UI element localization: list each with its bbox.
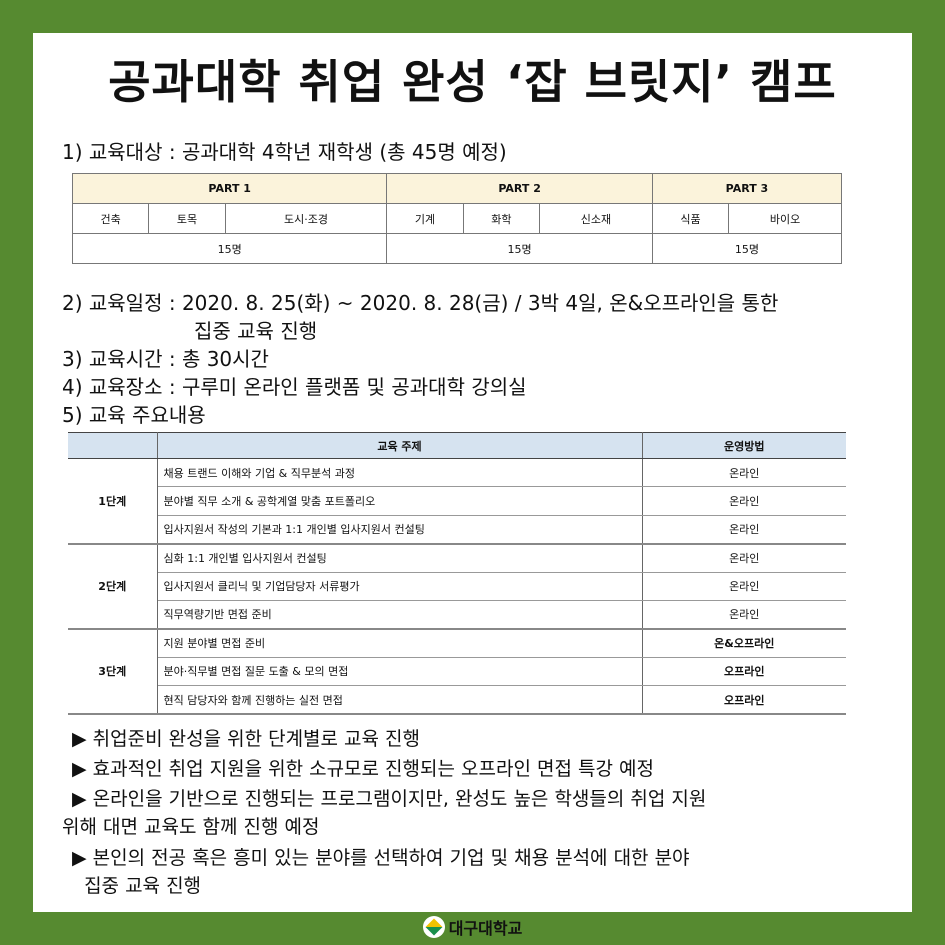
part-header: PART 3 — [651, 173, 843, 204]
major-cell: 식품 — [651, 203, 730, 234]
method-cell: 온라인 — [642, 458, 846, 488]
table-row: 입사지원서 작성의 기본과 1:1 개인별 입사지원서 컨설팅 온라인 — [68, 515, 846, 545]
topic-cell: 입사지원서 작성의 기본과 1:1 개인별 입사지원서 컨설팅 — [157, 515, 643, 545]
topic-cell: 분야별 직무 소개 & 공학계열 맞춤 포트폴리오 — [157, 486, 643, 516]
university-name: 대구대학교 — [448, 919, 523, 938]
university-logo-icon — [422, 916, 445, 938]
part-count: 15명 — [386, 233, 653, 264]
method-cell: 온라인 — [642, 543, 846, 573]
bullet-line: 집중 교육 진행 — [72, 875, 202, 897]
method-cell: 온라인 — [642, 600, 846, 630]
table-row: 직무역량기반 면접 준비 온라인 — [68, 600, 846, 630]
parts-table: PART 1 PART 2 PART 3 건축 토목 도시·조경 기계 화학 신소재 식품 바이오… — [71, 173, 843, 264]
topic-cell: 현직 담당자와 함께 진행하는 실전 면접 — [157, 685, 643, 716]
hours-line: 3) 교육시간 : 총 30시간 — [62, 347, 269, 371]
bullet-line: 위해 대면 교육도 함께 진행 예정 — [62, 816, 320, 838]
topic-cell: 직무역량기반 면접 준비 — [157, 600, 643, 630]
major-cell: 신소재 — [539, 203, 653, 234]
stage-label: 3단계 — [68, 628, 158, 716]
table-row: 2단계 심화 1:1 개인별 입사지원서 컨설팅 온라인 — [68, 543, 846, 630]
topic-cell: 입사지원서 클리닉 및 기업담당자 서류평가 — [157, 572, 643, 601]
table-row: 분야·직무별 면접 질문 도출 & 모의 면접 오프라인 — [68, 657, 846, 687]
part-header: PART 2 — [386, 173, 653, 204]
stage-label: 2단계 — [68, 543, 158, 630]
method-cell: 온&오프라인 — [642, 628, 846, 658]
footer: 대구대학교 — [0, 915, 945, 939]
target-line: 1) 교육대상 : 공과대학 4학년 재학생 (총 45명 예정) — [62, 140, 507, 164]
col-method: 운영방법 — [642, 432, 846, 459]
table-row: 3단계 지원 분야별 면접 준비 온&오프라인 — [68, 628, 846, 716]
topic-cell: 지원 분야별 면접 준비 — [157, 628, 643, 658]
col-topic: 교육 주제 — [157, 432, 643, 459]
method-cell: 온라인 — [642, 572, 846, 601]
schedule-line: 2) 교육일정 : 2020. 8. 25(화) ~ 2020. 8. 28(금… — [62, 291, 779, 315]
topic-cell: 심화 1:1 개인별 입사지원서 컨설팅 — [157, 543, 643, 573]
bullet-line: ▶ 온라인을 기반으로 진행되는 프로그램이지만, 완성도 높은 학생들의 취업… — [72, 788, 707, 810]
method-cell: 오프라인 — [642, 657, 846, 687]
table-row: 현직 담당자와 함께 진행하는 실전 면접 오프라인 — [68, 685, 846, 716]
major-cell: 토목 — [148, 203, 226, 234]
method-cell: 오프라인 — [642, 685, 846, 716]
major-cell: 화학 — [462, 203, 541, 234]
method-cell: 온라인 — [642, 515, 846, 545]
method-cell: 온라인 — [642, 486, 846, 516]
stage-label: 1단계 — [68, 458, 158, 545]
bullet-line: ▶ 효과적인 취업 지원을 위한 소규모로 진행되는 오프라인 면접 특강 예정 — [72, 758, 654, 780]
part-count: 15명 — [71, 233, 388, 264]
major-cell: 기계 — [386, 203, 464, 234]
part-header: PART 1 — [71, 173, 388, 204]
bullet-line: ▶ 본인의 전공 혹은 흥미 있는 분야를 선택하여 기업 및 채용 분석에 대… — [72, 847, 690, 869]
table-row: 입사지원서 클리닉 및 기업담당자 서류평가 온라인 — [68, 572, 846, 601]
topic-cell: 분야·직무별 면접 질문 도출 & 모의 면접 — [157, 657, 643, 687]
table-row: 분야별 직무 소개 & 공학계열 맞춤 포트폴리오 온라인 — [68, 486, 846, 516]
curriculum-table: 교육 주제 운영방법 1단계 채용 트랜드 이해와 기업 & 직무분석 과정 온라인 분… — [68, 432, 846, 716]
location-line: 4) 교육장소 : 구루미 온라인 플랫폼 및 공과대학 강의실 — [62, 375, 527, 399]
schedule-line-cont: 집중 교육 진행 — [194, 319, 318, 343]
table-row: 1단계 채용 트랜드 이해와 기업 & 직무분석 과정 온라인 — [68, 458, 846, 545]
major-cell: 건축 — [71, 203, 150, 234]
topic-cell: 채용 트랜드 이해와 기업 & 직무분석 과정 — [157, 458, 643, 488]
major-cell: 바이오 — [728, 203, 842, 234]
content-line: 5) 교육 주요내용 — [62, 403, 206, 427]
part-count: 15명 — [651, 233, 843, 264]
bullet-line: ▶ 취업준비 완성을 위한 단계별로 교육 진행 — [72, 728, 421, 750]
page-title: 공과대학 취업 완성 ‘잡 브릿지’ 캠프 — [108, 55, 837, 109]
major-cell: 도시·조경 — [224, 203, 388, 234]
